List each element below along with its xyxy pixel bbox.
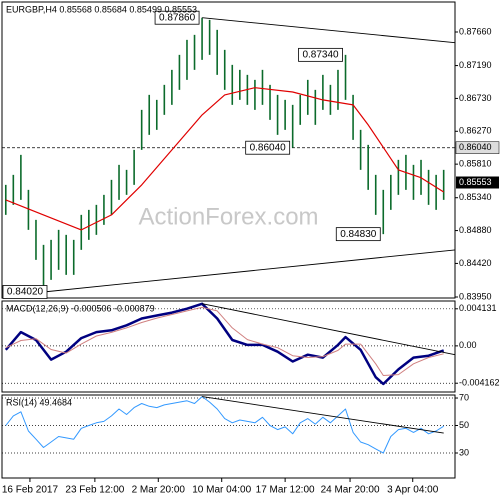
annotation-box bbox=[245, 140, 291, 155]
y-tick-label: 50 bbox=[459, 420, 469, 430]
annotation-box bbox=[335, 227, 381, 242]
panel-frame bbox=[1, 394, 456, 479]
y-tick-label: 30 bbox=[459, 447, 469, 457]
y-tick-label: 0.87190 bbox=[459, 60, 492, 70]
panel-title: EURGBP,H4 0.85568 0.85684 0.85499 0.8555… bbox=[6, 4, 197, 14]
x-tick-label: 23 Feb 12:00 bbox=[65, 485, 124, 496]
indicator-line bbox=[4, 302, 445, 386]
y-tick-label: -0.004162 bbox=[459, 378, 500, 388]
annotation-box bbox=[298, 47, 343, 62]
trendline bbox=[202, 396, 444, 434]
y-tick-label: 0.87660 bbox=[459, 26, 492, 36]
y-tick-label: 0.85810 bbox=[459, 159, 492, 169]
panel-frame bbox=[1, 1, 456, 299]
indicator-line bbox=[5, 396, 444, 454]
level-box bbox=[455, 141, 500, 154]
level-label: 0.86040 bbox=[459, 142, 492, 152]
x-tick-label: 24 Mar 20:00 bbox=[321, 485, 380, 496]
y-tick-label: 0.84880 bbox=[459, 225, 492, 235]
panel-title: RSI(14) 49.4684 bbox=[6, 397, 72, 407]
y-tick-label: 0.83950 bbox=[459, 291, 492, 301]
last-price-box bbox=[456, 176, 499, 189]
y-tick-label: 70 bbox=[459, 392, 469, 402]
x-tick-label: 16 Feb 2017 bbox=[2, 485, 59, 496]
annotation-box bbox=[154, 10, 200, 25]
trendline bbox=[43, 249, 456, 293]
y-tick-label: 0.00 bbox=[459, 340, 477, 350]
y-tick-label: 0.86270 bbox=[459, 126, 492, 136]
y-tick-label: 0.86730 bbox=[459, 93, 492, 103]
trendline bbox=[202, 303, 456, 356]
last-price-label: 0.85553 bbox=[459, 177, 492, 187]
panel-title: MACD(12,26,9) -0.000506 -0.000879 bbox=[6, 303, 155, 313]
y-tick-label: 0.85340 bbox=[459, 192, 492, 202]
annotation-label: 0.87340 bbox=[302, 49, 339, 60]
x-tick-label: 10 Mar 04:00 bbox=[192, 485, 251, 496]
x-tick-label: 17 Mar 12:00 bbox=[256, 485, 315, 496]
panel-frame bbox=[1, 300, 456, 393]
y-tick-label: 0.84420 bbox=[459, 258, 492, 268]
annotation-label: 0.84830 bbox=[340, 229, 377, 240]
annotation-box bbox=[2, 285, 48, 299]
annotation-label: 0.86040 bbox=[250, 142, 287, 153]
annotation-label: 0.84020 bbox=[7, 287, 44, 298]
trendline bbox=[202, 17, 456, 44]
indicator-line bbox=[5, 306, 444, 376]
annotation-label: 0.87860 bbox=[159, 12, 196, 23]
x-tick-label: 3 Apr 04:00 bbox=[387, 485, 439, 496]
watermark: ActionForex.com bbox=[138, 203, 318, 230]
y-tick-label: 0.004131 bbox=[459, 303, 497, 313]
moving-average bbox=[5, 87, 445, 231]
x-tick-label: 2 Mar 20:00 bbox=[132, 485, 186, 496]
